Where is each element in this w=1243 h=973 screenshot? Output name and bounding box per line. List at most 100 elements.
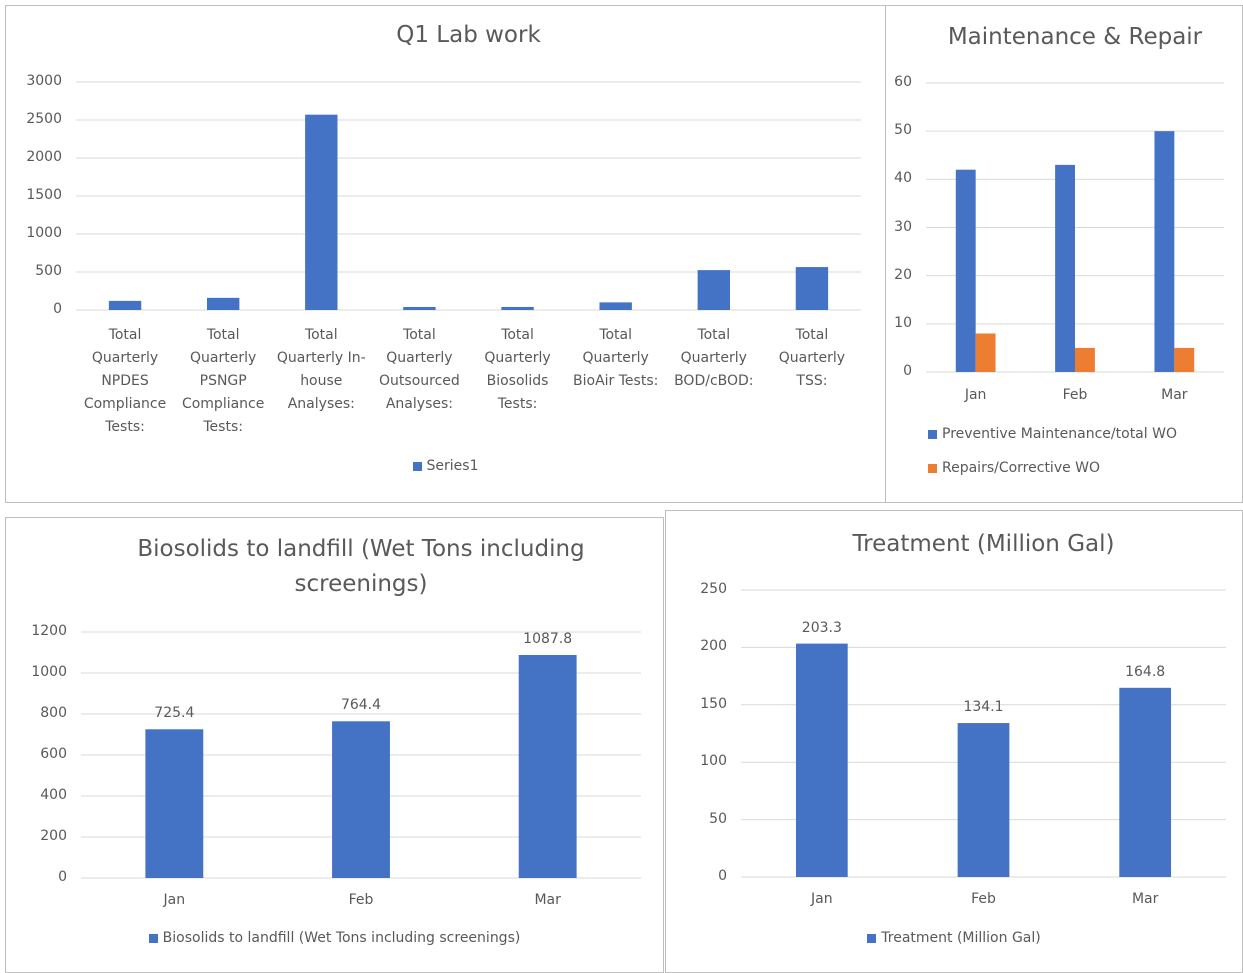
x-tick-label: Mar — [534, 892, 561, 908]
chart-title: Q1 Lab work — [396, 22, 541, 48]
bar — [957, 723, 1010, 877]
legend-item: Treatment (Million Gal) — [867, 930, 1041, 946]
chart-title: Biosolids to landfill (Wet Tons includin… — [137, 536, 585, 597]
legend: Biosolids to landfill (Wet Tons includin… — [6, 930, 663, 946]
x-tick-label: Total Quarterly Biosolids Tests: — [484, 327, 551, 413]
bar — [1154, 131, 1175, 372]
x-tick-label: Total Quarterly BioAir Tests: — [573, 327, 659, 390]
y-tick-label: 50 — [894, 122, 912, 139]
chart-panel: Maintenance & Repair 0 10 20 30 40 50 60 Jan Feb M… — [885, 5, 1243, 503]
data-label: 1087.8 — [523, 631, 573, 647]
y-tick-label: 60 — [894, 74, 912, 90]
bar — [1174, 347, 1195, 372]
bar — [206, 297, 240, 310]
legend-label: Treatment (Million Gal) — [881, 930, 1041, 946]
x-tick-label: Total Quarterly TSS: — [778, 327, 846, 390]
bar — [403, 306, 436, 310]
bar — [795, 643, 848, 877]
y-tick-label: 100 — [700, 753, 727, 770]
y-tick-label: 500 — [35, 263, 62, 279]
legend-swatch — [928, 429, 937, 439]
y-tick-label: 30 — [894, 218, 912, 235]
x-tick-label: Jan — [964, 387, 987, 403]
y-tick-label: 150 — [700, 695, 727, 712]
y-tick-label: 40 — [894, 170, 912, 187]
legend: Series1 — [6, 458, 885, 474]
y-tick-label: 10 — [894, 314, 912, 331]
chart-title: Maintenance & Repair — [947, 24, 1203, 50]
y-tick-label: 800 — [40, 705, 67, 721]
data-label: 164.8 — [1125, 663, 1166, 680]
data-label: 764.4 — [340, 697, 382, 714]
legend-swatch — [412, 461, 422, 471]
y-tick-label: 2500 — [26, 111, 62, 127]
y-tick-label: 1200 — [31, 623, 67, 639]
y-tick-label: 0 — [718, 868, 727, 884]
x-tick-label: Feb — [348, 892, 374, 908]
legend-item: Series1 — [412, 458, 479, 474]
y-tick-label: 250 — [700, 581, 727, 597]
chart-title: Treatment (Million Gal) — [852, 531, 1115, 557]
x-tick-label: Total Quarterly NPDES Compliance Tests: — [83, 327, 167, 436]
legend-label: Preventive Maintenance/total WO — [942, 426, 1177, 442]
x-tick-label: Feb — [1062, 387, 1088, 403]
data-label: 134.1 — [963, 699, 1004, 716]
y-tick-label: 0 — [903, 363, 912, 379]
y-tick-label: 20 — [894, 266, 912, 283]
bar — [145, 729, 204, 878]
y-tick-label: 2000 — [26, 149, 62, 165]
legend-item: Biosolids to landfill (Wet Tons includin… — [148, 930, 521, 946]
legend-swatch — [928, 463, 937, 473]
bar — [955, 169, 976, 372]
bar — [1055, 164, 1075, 372]
y-tick-label: 50 — [709, 810, 727, 827]
y-tick-label: 400 — [40, 787, 67, 803]
chart — [76, 81, 861, 311]
bar — [305, 114, 338, 311]
x-tick-label: Total Quarterly Outsourced Analyses: — [379, 327, 460, 413]
chart-panel: Biosolids to landfill (Wet Tons includin… — [5, 517, 664, 973]
x-tick-label: Jan — [811, 891, 833, 907]
y-tick-label: 0 — [53, 301, 62, 317]
bar — [1119, 687, 1172, 877]
bar — [332, 721, 390, 878]
y-tick-label: 200 — [40, 828, 67, 844]
bar — [975, 333, 996, 372]
chart-panel: Treatment (Million Gal) 0 50 100 150 200 250 Ja… — [665, 510, 1243, 973]
chart-panel: Q1 Lab work 0 500 1000 1500 2000 2500 3000 Total… — [5, 5, 886, 503]
y-tick-label: 0 — [58, 869, 67, 885]
y-tick-label: 1000 — [26, 225, 62, 241]
bar — [795, 267, 829, 310]
x-tick-label: Total Quarterly In-house Analyses: — [276, 327, 366, 413]
bar — [1075, 347, 1095, 372]
legend: Preventive Maintenance/total WO Repairs/C… — [928, 426, 1177, 476]
y-tick-label: 1000 — [31, 664, 67, 680]
legend-swatch — [148, 933, 158, 943]
x-tick-label: Jan — [163, 892, 186, 908]
legend: Treatment (Million Gal) — [666, 930, 1242, 946]
bar — [518, 655, 577, 878]
chart — [926, 82, 1224, 373]
chart — [81, 631, 641, 879]
bar — [501, 306, 534, 310]
bar — [599, 302, 632, 310]
bar — [697, 270, 731, 310]
x-tick-label: Mar — [1161, 387, 1188, 403]
chart — [741, 589, 1226, 878]
x-tick-label: Total Quarterly BOD/cBOD: — [674, 327, 754, 390]
legend-label: Biosolids to landfill (Wet Tons includin… — [162, 930, 521, 946]
x-tick-label: Feb — [971, 891, 996, 907]
legend-label: Series1 — [426, 458, 479, 474]
y-tick-label: 600 — [40, 746, 67, 762]
legend-item: Repairs/Corrective WO — [928, 460, 1177, 476]
legend-label: Repairs/Corrective WO — [942, 460, 1101, 476]
data-label: 725.4 — [154, 705, 195, 722]
y-tick-label: 3000 — [26, 73, 62, 89]
y-tick-label: 1500 — [26, 187, 62, 203]
x-tick-label: Mar — [1131, 891, 1159, 907]
x-tick-label: Total Quarterly PSNGP Compliance Tests: — [181, 327, 265, 436]
legend-item: Preventive Maintenance/total WO — [928, 426, 1177, 442]
data-label: 203.3 — [801, 619, 842, 636]
legend-swatch — [867, 933, 877, 943]
